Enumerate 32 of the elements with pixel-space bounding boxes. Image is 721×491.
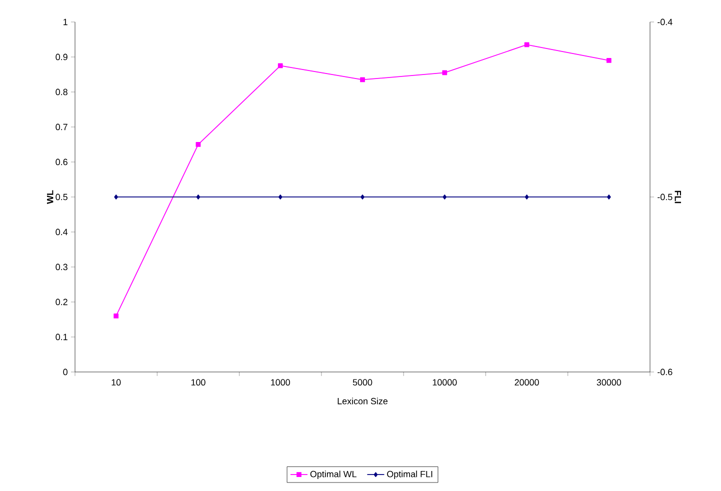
- y-tick-label: 0.4: [56, 228, 68, 236]
- y-tick-label: 0.9: [56, 54, 68, 60]
- x-tick-label: 10000: [432, 379, 457, 386]
- y-tick-label: 0.2: [56, 298, 68, 306]
- y2-tick-label: -0.5: [658, 194, 672, 200]
- x-tick-label: 20000: [514, 379, 539, 386]
- legend-label: Optimal WL: [310, 470, 356, 480]
- y2-tick-label: -0.4: [658, 18, 672, 26]
- point: [196, 142, 201, 147]
- x-tick-label: 30000: [596, 379, 622, 386]
- y-tick-label: 0: [63, 368, 68, 376]
- x-tick-label: 100: [191, 379, 206, 386]
- legend-label: Optimal FLI: [387, 470, 432, 480]
- point: [114, 314, 119, 318]
- y-tick-label: 0.1: [56, 334, 68, 340]
- y-tick-label: 0.7: [56, 124, 68, 130]
- x-tick-label: 5000: [352, 379, 372, 386]
- point: [360, 77, 365, 82]
- y-tick-label: 0.6: [56, 158, 68, 166]
- y2-tick-label: -0.6: [658, 368, 672, 376]
- y-tick-label: 1: [64, 18, 68, 26]
- x-tick-label: 10: [112, 379, 121, 386]
- y-axis-title: WL: [47, 190, 54, 204]
- x-tick-label: 1000: [271, 379, 290, 386]
- x-axis-title: Lexicon Size: [338, 398, 388, 404]
- y-tick-label: 0.3: [56, 264, 68, 270]
- y-tick-label: 0.8: [56, 88, 68, 96]
- y-tick-label: 0.5: [56, 194, 68, 200]
- point: [278, 63, 283, 68]
- y2-axis-title: FLI: [674, 190, 681, 204]
- point: [606, 58, 612, 63]
- point: [442, 70, 448, 76]
